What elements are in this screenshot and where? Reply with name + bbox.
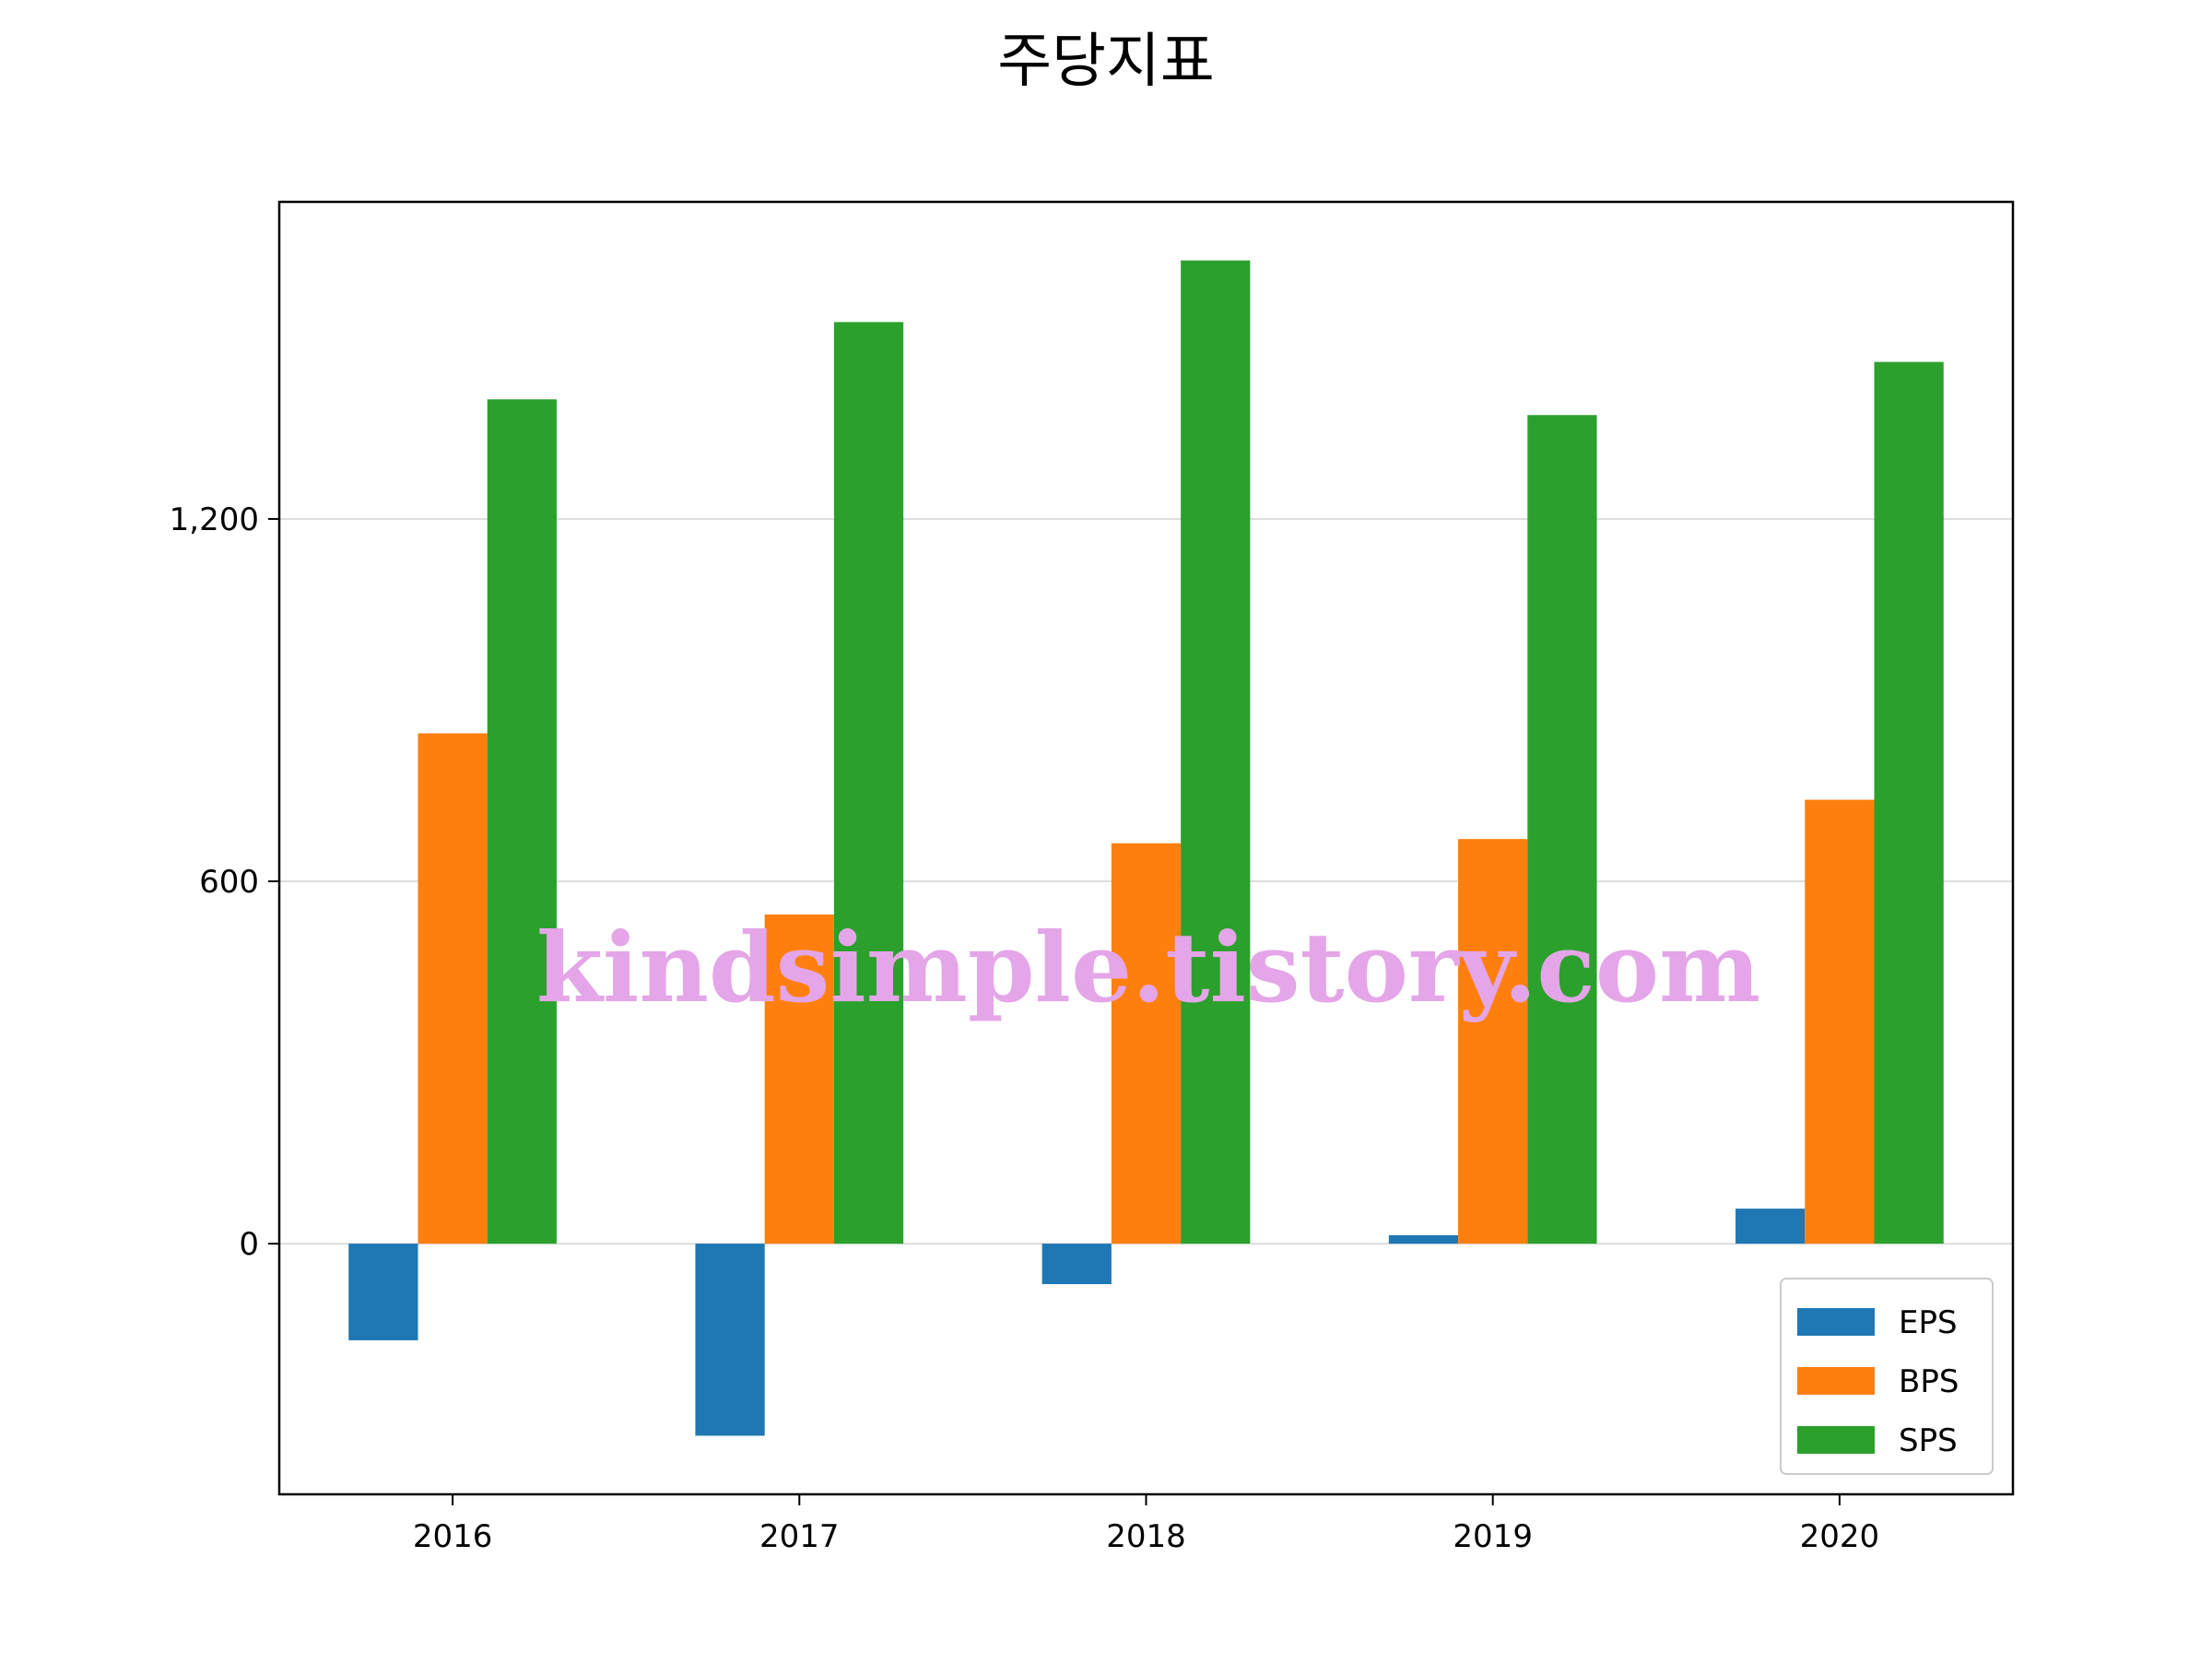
bar-eps-2020 xyxy=(1735,1209,1806,1244)
bar-bps-2020 xyxy=(1805,799,1875,1244)
y-tick-label-1: 600 xyxy=(199,864,259,901)
x-tick-label-2019: 2019 xyxy=(1453,1518,1533,1555)
bars xyxy=(348,260,1944,1436)
x-tick-label-2018: 2018 xyxy=(1106,1518,1186,1555)
bar-sps-2016 xyxy=(487,399,557,1244)
watermark-text: kindsimple.tistory.com xyxy=(536,911,1760,1024)
bar-bps-2019 xyxy=(1458,839,1528,1244)
axes: 0 600 1,200 2016 2017 2018 2019 2020 xyxy=(170,501,1880,1555)
bar-eps-2017 xyxy=(695,1244,765,1436)
legend-swatch-sps xyxy=(1797,1426,1875,1454)
bar-sps-2020 xyxy=(1874,361,1944,1244)
bar-sps-2019 xyxy=(1527,415,1597,1244)
legend: EPS BPS SPS xyxy=(1780,1278,1994,1475)
bar-eps-2019 xyxy=(1388,1234,1459,1244)
x-tick-label-2017: 2017 xyxy=(759,1518,840,1555)
bar-sps-2018 xyxy=(1181,260,1251,1244)
chart-title: 주당지표 xyxy=(997,28,1215,96)
bar-eps-2018 xyxy=(1041,1244,1112,1285)
x-tick-label-2016: 2016 xyxy=(413,1518,493,1555)
y-tick-label-0: 0 xyxy=(239,1226,259,1263)
bar-bps-2016 xyxy=(418,733,488,1244)
legend-swatch-eps xyxy=(1797,1308,1875,1336)
x-tick-label-2020: 2020 xyxy=(1800,1518,1880,1555)
bar-sps-2017 xyxy=(833,322,904,1244)
y-tick-label-2: 1,200 xyxy=(170,501,259,538)
bar-bps-2017 xyxy=(764,914,834,1244)
legend-label-bps: BPS xyxy=(1899,1363,1959,1400)
legend-swatch-bps xyxy=(1797,1367,1875,1395)
legend-label-sps: SPS xyxy=(1899,1422,1958,1459)
bar-eps-2016 xyxy=(348,1244,418,1340)
bar-bps-2018 xyxy=(1111,843,1182,1244)
legend-label-eps: EPS xyxy=(1899,1304,1958,1341)
